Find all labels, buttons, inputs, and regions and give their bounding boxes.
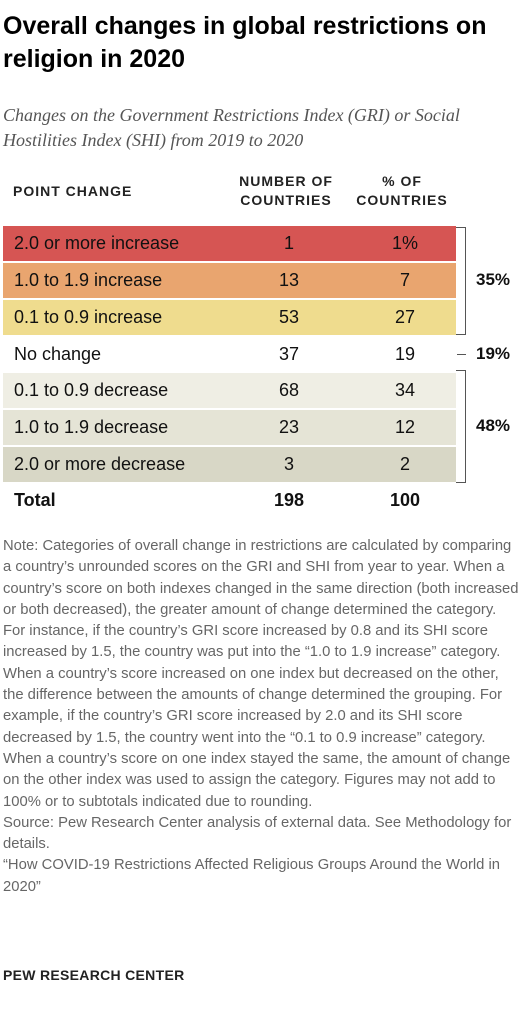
row-percent-value: 34 xyxy=(394,380,416,400)
row-label: 0.1 to 0.9 decrease xyxy=(14,380,169,400)
table-row: 0.1 to 0.9 increase 53 27 xyxy=(3,300,456,335)
no-change-marker-line xyxy=(457,354,466,355)
notes-section: Note: Categories of overall change in re… xyxy=(3,536,519,898)
chart-title: Overall changes in global restrictions o… xyxy=(3,12,487,73)
chart-subtitle: Changes on the Government Restrictions I… xyxy=(3,105,460,150)
row-label: 1.0 to 1.9 decrease xyxy=(14,417,169,437)
table-row: 2.0 or more increase 1 1% xyxy=(3,226,456,261)
row-number-value: 23 xyxy=(278,417,300,437)
row-percent-value: 7 xyxy=(399,270,410,290)
source-text: Source: Pew Research Center analysis of … xyxy=(3,814,512,853)
row-label: 2.0 or more increase xyxy=(14,233,180,253)
row-number-value: 3 xyxy=(283,454,294,474)
row-label: 0.1 to 0.9 increase xyxy=(14,307,163,327)
row-percent-value: 2 xyxy=(399,454,410,474)
subtotal-no-change: 19% xyxy=(476,344,511,363)
total-percent-value: 100 xyxy=(389,490,421,510)
table-row: 0.1 to 0.9 decrease 68 34 xyxy=(3,373,456,408)
table-row: 1.0 to 1.9 decrease 23 12 xyxy=(3,410,456,445)
row-percent-value: 27 xyxy=(394,307,416,327)
note-text: Note: Categories of overall change in re… xyxy=(3,538,519,810)
table-row: 2.0 or more decrease 3 2 xyxy=(3,447,456,482)
row-label: 2.0 or more decrease xyxy=(14,454,186,474)
table-row: No change 37 19 xyxy=(3,337,456,372)
column-header-number-line2: COUNTRIES xyxy=(240,192,332,208)
row-number-value: 13 xyxy=(278,270,300,290)
subtotal-increase: 35% xyxy=(476,270,511,289)
column-header-point-change: POINT CHANGE xyxy=(13,183,133,199)
column-header-percent: % OF COUNTRIES xyxy=(348,172,456,210)
total-label: Total xyxy=(14,490,56,510)
row-number-value: 1 xyxy=(283,233,294,253)
publisher-logo-text: PEW RESEARCH CENTER xyxy=(3,967,185,983)
row-label: 1.0 to 1.9 increase xyxy=(14,270,163,290)
column-header-number-line1: NUMBER OF xyxy=(239,173,333,189)
increase-bracket xyxy=(456,227,466,335)
table-row: 1.0 to 1.9 increase 13 7 xyxy=(3,263,456,298)
row-percent-value: 19 xyxy=(394,344,416,364)
row-percent-value: 12 xyxy=(394,417,416,437)
subtotal-decrease: 48% xyxy=(476,416,511,435)
row-label: No change xyxy=(14,344,102,364)
row-number-value: 68 xyxy=(278,380,300,400)
row-percent-value: 1% xyxy=(391,233,418,253)
total-number-value: 198 xyxy=(273,490,305,510)
column-header-percent-line1: % OF xyxy=(382,173,422,189)
total-row: Total 198 100 xyxy=(3,483,456,518)
column-header-number: NUMBER OF COUNTRIES xyxy=(226,172,346,210)
decrease-bracket xyxy=(456,370,466,483)
row-number-value: 53 xyxy=(278,307,300,327)
column-header-percent-line2: COUNTRIES xyxy=(356,192,448,208)
row-number-value: 37 xyxy=(278,344,300,364)
report-title-text: “How COVID-19 Restrictions Affected Reli… xyxy=(3,857,501,895)
